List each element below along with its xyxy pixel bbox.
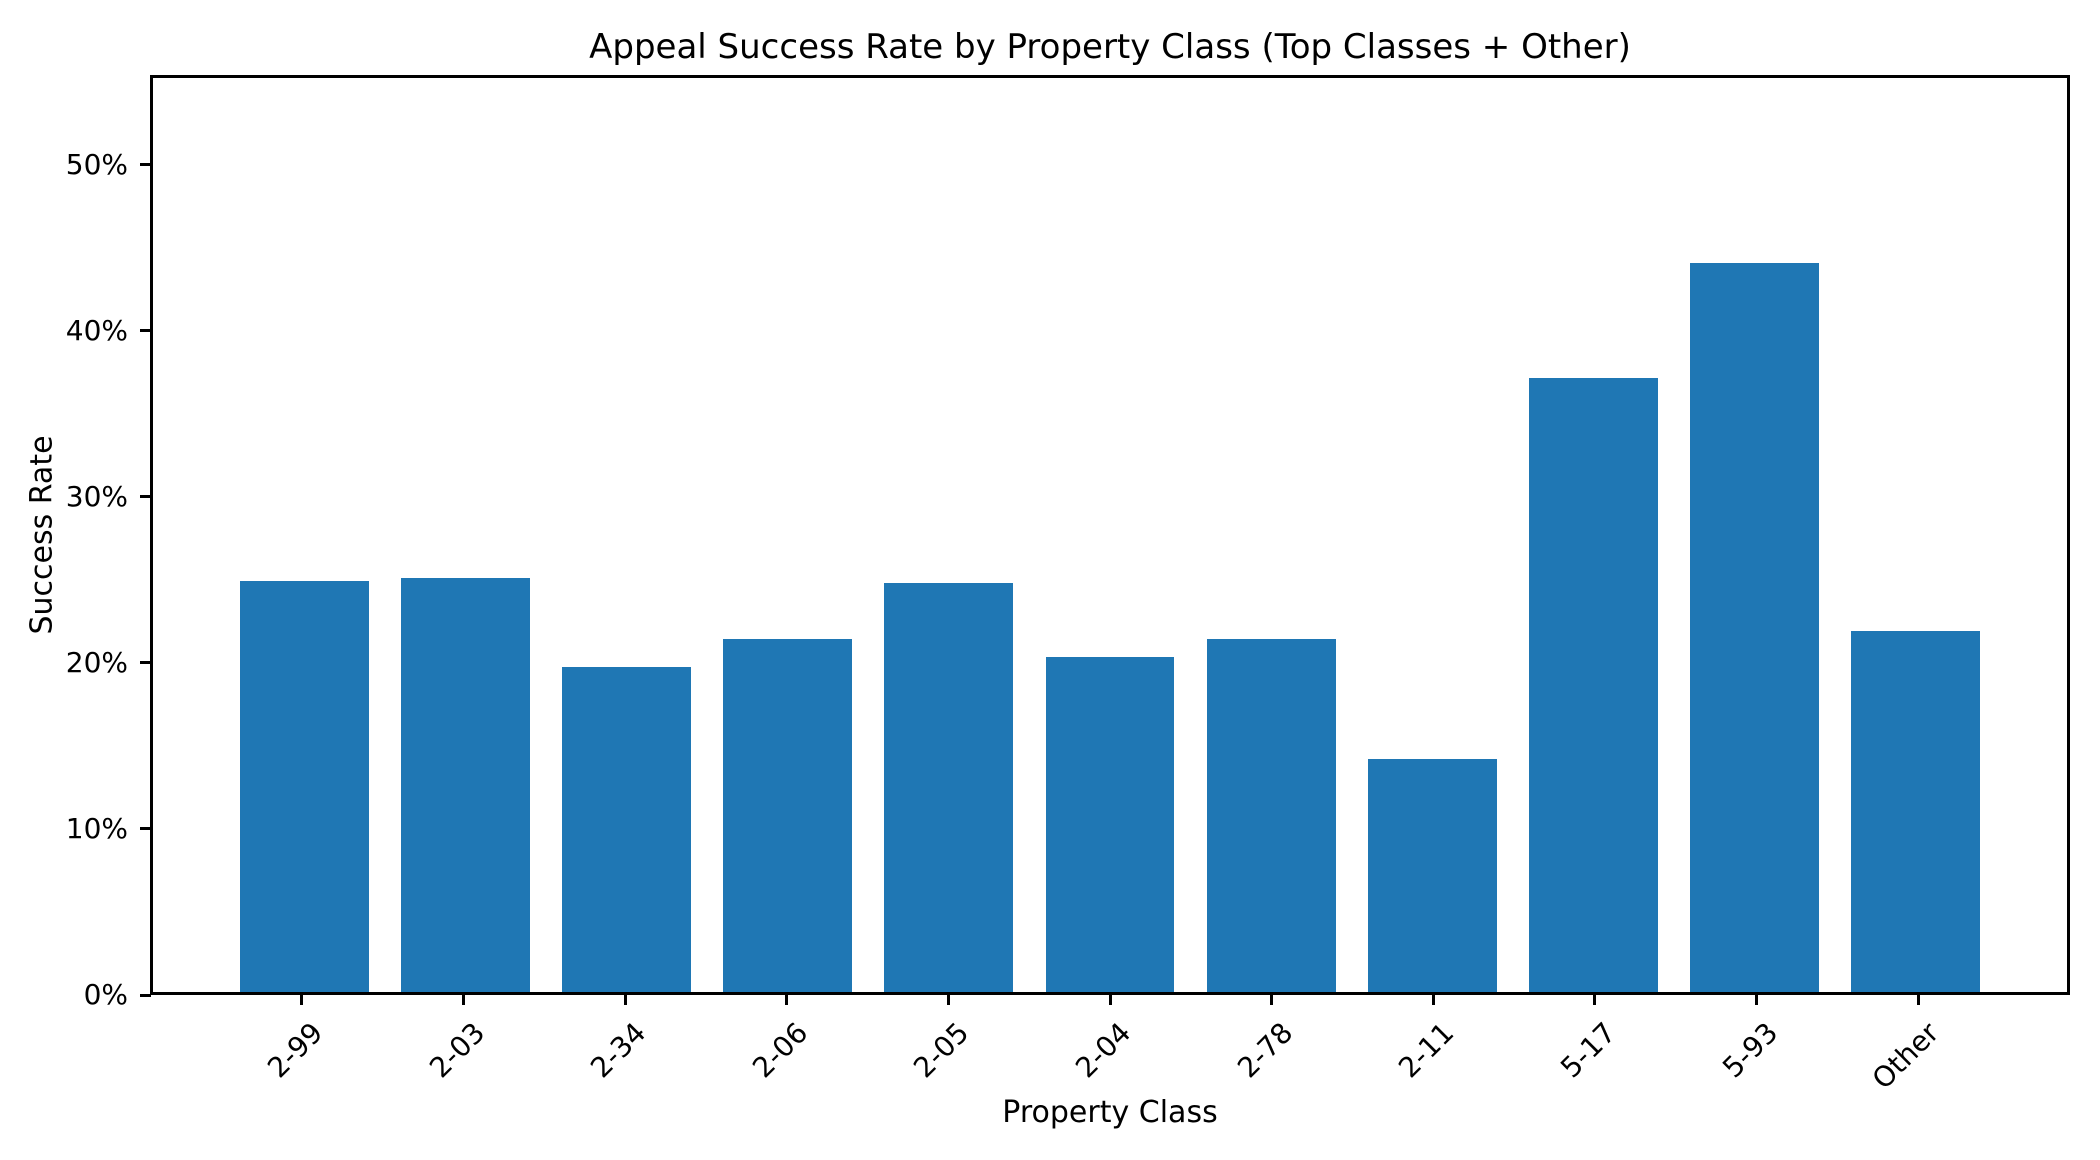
bar-5-93: [1690, 262, 1819, 992]
y-tick-mark: [140, 495, 151, 499]
bar-2-03: [401, 577, 530, 992]
x-tick-mark: [623, 995, 627, 1005]
y-tick-label: 0%: [83, 978, 128, 1011]
x-tick-mark: [1431, 995, 1435, 1005]
y-tick-mark: [140, 163, 151, 167]
y-tick-label: 10%: [65, 811, 128, 845]
bar-2-05: [884, 582, 1014, 992]
bar-2-06: [723, 638, 853, 992]
y-tick-label: 50%: [65, 147, 128, 181]
x-tick-mark: [1755, 995, 1758, 1005]
y-tick-label: 20%: [65, 645, 128, 679]
y-tick-label: 30%: [65, 479, 128, 513]
y-tick-mark: [140, 329, 151, 333]
x-tick-mark: [1593, 995, 1597, 1005]
y-axis-title: Success Rate: [24, 435, 60, 635]
bar-2-11: [1367, 759, 1497, 992]
x-tick-label: 2-99: [260, 1016, 330, 1085]
bar-2-34: [562, 667, 692, 992]
x-tick-mark: [300, 995, 304, 1005]
y-tick-mark: [140, 827, 151, 831]
plot-area: [150, 75, 2070, 995]
bar-2-99: [240, 581, 369, 992]
bar-Other: [1851, 630, 1980, 992]
y-tick-label: 40%: [65, 313, 128, 347]
chart-title: Appeal Success Rate by Property Class (T…: [589, 27, 1631, 67]
x-tick-mark: [1108, 995, 1112, 1005]
y-tick-mark: [140, 661, 151, 665]
x-axis-title: Property Class: [1002, 1095, 1218, 1130]
x-tick-mark: [785, 995, 789, 1005]
bar-2-78: [1206, 638, 1336, 992]
bar-2-04: [1045, 657, 1175, 992]
x-tick-mark: [946, 995, 950, 1005]
x-tick-mark: [462, 995, 465, 1005]
y-tick-mark: [140, 993, 151, 997]
x-tick-mark: [1916, 995, 1920, 1005]
x-tick-mark: [1270, 995, 1274, 1005]
bar-5-17: [1528, 378, 1658, 992]
